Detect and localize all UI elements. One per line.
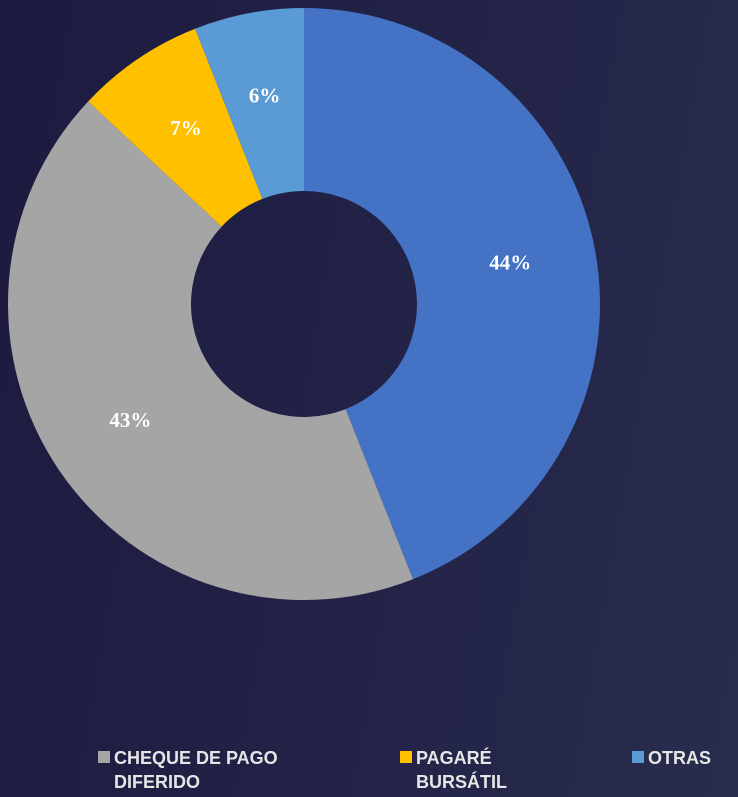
legend-swatch [98, 751, 110, 763]
slice [195, 8, 304, 199]
value-label: 7% [170, 116, 202, 140]
legend-swatch [632, 751, 644, 763]
slice [88, 28, 263, 227]
legend-label: OTRAS [648, 748, 711, 768]
legend-label: CHEQUE DE PAGO DIFERIDO [114, 748, 278, 792]
value-label: 43% [109, 408, 151, 432]
slice [304, 8, 600, 580]
slice [7, 101, 413, 601]
value-label: 6% [249, 84, 281, 108]
value-label: 44% [489, 250, 531, 274]
legend-item: OTRAS [632, 746, 738, 770]
legend-swatch [400, 751, 412, 763]
legend-item: PAGARÉ BURSÁTIL [400, 746, 531, 794]
legend-item: CHEQUE DE PAGO DIFERIDO [98, 746, 304, 794]
legend-label: PAGARÉ BURSÁTIL [416, 748, 507, 792]
